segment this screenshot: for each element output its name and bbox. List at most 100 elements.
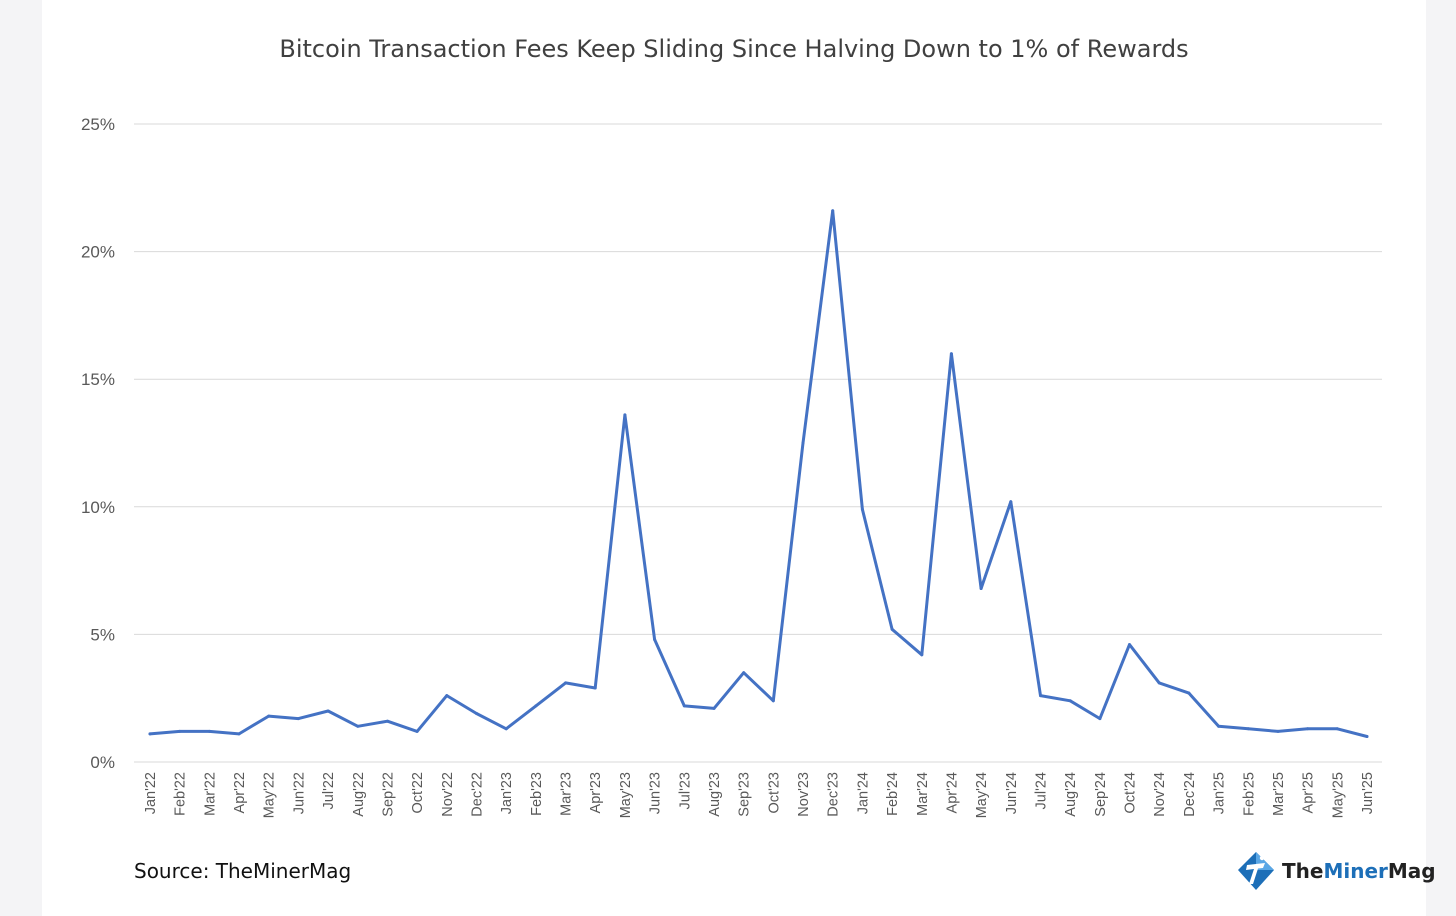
data-point (237, 732, 241, 736)
data-point (801, 441, 805, 445)
x-tick-label: Aug'22 (351, 772, 367, 817)
data-point (534, 704, 538, 708)
x-tick-label: Jul'22 (321, 772, 337, 809)
data-point (148, 732, 152, 736)
x-tick-label: Apr'23 (588, 772, 604, 813)
y-tick-label: 25% (81, 115, 115, 134)
x-tick-label: Jul'24 (1033, 772, 1049, 809)
x-tick-label: Apr'25 (1301, 772, 1317, 813)
data-point (860, 507, 864, 511)
x-axis-tick-labels: Jan'22 Feb'22 Mar'22 Apr'22 May'22 Jun'22 Jul'… (143, 772, 1376, 818)
x-tick-label: Nov'23 (796, 772, 812, 817)
data-point (890, 627, 894, 631)
brand-name-suffix: Mag (1387, 859, 1436, 883)
data-point (1335, 727, 1339, 731)
data-point (593, 686, 597, 690)
x-tick-label: Sep'24 (1093, 772, 1109, 817)
x-tick-label: Mar'22 (202, 772, 218, 816)
x-tick-label: Oct'22 (410, 772, 426, 813)
brand-name-accent: Miner (1323, 859, 1388, 883)
data-point (504, 727, 508, 731)
data-point (178, 729, 182, 733)
data-point (1009, 500, 1013, 504)
gridlines (134, 123, 1382, 763)
x-tick-label: May'24 (974, 772, 990, 818)
chart-page: Bitcoin Transaction Fees Keep Sliding Si… (42, 0, 1436, 916)
x-tick-label: Mar'25 (1271, 772, 1287, 816)
theminermag-logo-icon (1238, 852, 1274, 890)
x-tick-label: Dec'22 (470, 772, 486, 817)
y-tick-label: 10% (81, 498, 115, 517)
series-line (148, 209, 1369, 738)
x-tick-label: Jan'23 (499, 772, 515, 814)
x-tick-label: Jun'23 (648, 772, 664, 814)
data-point (1306, 727, 1310, 731)
x-tick-label: May'23 (618, 772, 634, 818)
x-tick-label: Oct'23 (766, 772, 782, 813)
brand-name-prefix: The (1282, 859, 1324, 883)
x-tick-label: Dec'24 (1182, 772, 1198, 817)
y-tick-label: 15% (81, 370, 115, 389)
brand-name: TheMinerMag (1282, 859, 1436, 883)
x-tick-label: May'22 (262, 772, 278, 818)
x-tick-label: May'25 (1330, 772, 1346, 818)
series-layer (148, 209, 1369, 738)
x-tick-label: Jan'25 (1212, 772, 1228, 814)
data-point (742, 671, 746, 675)
x-tick-label: Sep'22 (380, 772, 396, 817)
x-tick-label: Jul'23 (677, 772, 693, 809)
x-tick-label: Dec'23 (826, 772, 842, 817)
data-point (207, 729, 211, 733)
x-tick-label: Mar'24 (915, 772, 931, 816)
y-axis-tick-labels: 0% 5% 10% 15% 20% 25% (81, 115, 115, 772)
data-point (267, 714, 271, 718)
chart-title: Bitcoin Transaction Fees Keep Sliding Si… (279, 35, 1188, 63)
x-tick-label: Feb'22 (173, 772, 189, 816)
x-tick-label: Mar'23 (559, 772, 575, 816)
x-tick-label: Nov'22 (440, 772, 456, 817)
y-tick-label: 5% (90, 625, 115, 644)
data-point (1128, 643, 1131, 647)
data-point (623, 413, 627, 417)
x-tick-label: Oct'24 (1123, 772, 1139, 813)
data-point (682, 704, 686, 708)
x-tick-label: Jun'24 (1004, 772, 1020, 814)
data-point (1187, 691, 1191, 695)
brand-logo: TheMinerMag (1236, 850, 1436, 892)
x-tick-label: Feb'25 (1241, 772, 1257, 816)
data-point (771, 699, 775, 703)
x-tick-label: Jan'22 (143, 772, 159, 814)
data-point (1276, 729, 1280, 733)
source-label: Source: TheMinerMag (134, 859, 352, 883)
data-point (356, 724, 360, 728)
x-tick-label: Nov'24 (1152, 772, 1168, 817)
data-point (712, 706, 716, 710)
data-point (1157, 681, 1161, 685)
x-tick-label: Apr'24 (944, 772, 960, 813)
data-point (1068, 699, 1072, 703)
data-point (979, 587, 983, 590)
x-tick-label: Feb'23 (529, 772, 545, 816)
data-point (1365, 735, 1369, 738)
data-point (564, 681, 568, 685)
x-tick-label: Aug'24 (1063, 772, 1079, 817)
data-point (1039, 694, 1042, 698)
data-point (1098, 717, 1102, 721)
x-tick-label: Jan'24 (855, 772, 871, 814)
x-tick-label: Aug'23 (707, 772, 723, 817)
data-point (415, 729, 419, 733)
x-tick-label: Jun'22 (291, 772, 307, 814)
x-tick-label: Feb'24 (885, 772, 901, 816)
data-point (1246, 727, 1250, 731)
x-tick-label: Jun'25 (1360, 772, 1376, 814)
data-point (445, 694, 449, 698)
data-point (949, 352, 953, 356)
data-point (296, 717, 300, 721)
x-tick-label: Apr'22 (232, 772, 248, 813)
data-point (326, 709, 330, 713)
y-tick-label: 20% (81, 243, 115, 262)
data-point (831, 209, 835, 213)
data-point (920, 653, 924, 657)
x-tick-label: Sep'23 (737, 772, 753, 817)
line-chart: Bitcoin Transaction Fees Keep Sliding Si… (81, 35, 1382, 818)
